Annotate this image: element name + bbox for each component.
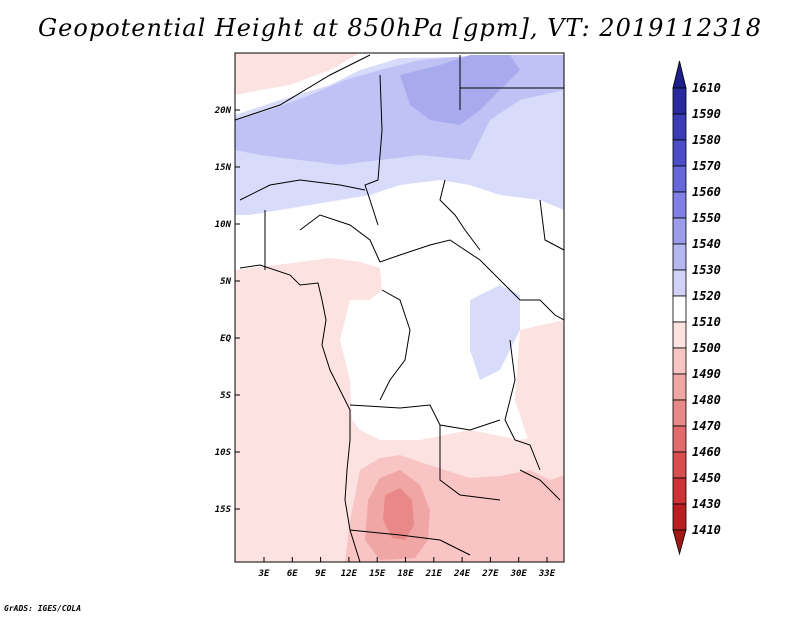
field-pink4-south — [383, 488, 414, 540]
border-east — [499, 279, 564, 321]
border-nigeria — [264, 210, 381, 270]
colorbar-label: 1520 — [692, 289, 721, 303]
colorbar-label: 1490 — [692, 367, 721, 381]
lon-label: 15E — [369, 569, 386, 579]
colorbar-label: 1560 — [692, 185, 721, 199]
chart-title: Geopotential Height at 850hPa [gpm], VT:… — [38, 14, 762, 42]
colorbar-label: 1430 — [692, 497, 721, 511]
colorbar-label: 1500 — [692, 341, 721, 355]
border-congo — [379, 289, 411, 401]
field-blue-central — [470, 285, 520, 380]
colorbar-band — [672, 191, 687, 219]
lon-label: 18E — [397, 569, 414, 579]
border-lakes — [504, 339, 541, 471]
colorbar-band — [672, 269, 687, 297]
lon-label: 33E — [538, 569, 556, 579]
colorbar-band — [672, 373, 687, 401]
colorbar-band — [672, 87, 687, 115]
colorbar-label: 1470 — [692, 419, 721, 433]
border-angola-zambia — [439, 425, 501, 501]
lon-label: 30E — [510, 569, 528, 579]
colorbar-band — [672, 347, 687, 375]
field-pink-east — [515, 320, 564, 445]
colorbar-band — [672, 113, 687, 141]
lat-label: 15S — [215, 505, 232, 515]
colorbar-label: 1510 — [692, 315, 721, 329]
colorbar-band — [672, 139, 687, 167]
map-frame — [234, 52, 565, 563]
lat-label: 5N — [220, 277, 231, 287]
colorbar-band — [672, 243, 687, 271]
colorbar-label: 1610 — [692, 81, 721, 95]
border-niger-chad — [364, 74, 383, 226]
colorbar-band — [672, 165, 687, 193]
longitude-axis: 3E 6E 9E 12E 15E 18E 21E 24E 27E 30E 33E — [258, 557, 556, 579]
coastline-west — [239, 264, 361, 562]
colorbar-bottom-tip — [672, 529, 687, 556]
height-field — [235, 53, 564, 562]
colorbar-label: 1460 — [692, 445, 721, 459]
colorbar-band — [672, 321, 687, 349]
lat-label: EQ — [220, 334, 231, 344]
border-chad-sudan — [439, 179, 481, 251]
lon-label: 9E — [315, 569, 326, 579]
colorbar-band — [672, 503, 687, 531]
colorbar-band — [672, 399, 687, 427]
lat-label: 20N — [214, 106, 232, 116]
border-sahel — [239, 179, 366, 201]
colorbar-band — [672, 477, 687, 505]
lon-label: 27E — [481, 569, 499, 579]
colorbar-band — [672, 217, 687, 245]
border-namibia — [349, 529, 471, 556]
lat-label: 5S — [220, 391, 231, 401]
border-car — [379, 239, 501, 281]
lat-label: 15N — [215, 163, 232, 173]
latitude-axis: 20N 15N 10N 5N EQ 5S 10S 15S — [214, 106, 240, 515]
border-algeria-libya — [235, 54, 371, 121]
lon-label: 12E — [341, 569, 358, 579]
colorbar-label: 1590 — [692, 107, 721, 121]
lon-label: 21E — [425, 569, 443, 579]
colorbar-label: 1480 — [692, 393, 721, 407]
field-pink-north — [235, 53, 360, 95]
colorbar-band — [672, 295, 687, 323]
colorbar-label: 1410 — [692, 523, 721, 537]
colorbar-label: 1450 — [692, 471, 721, 485]
borders — [235, 54, 564, 562]
lon-label: 3E — [258, 569, 270, 579]
colorbar-label: 1550 — [692, 211, 721, 225]
colorbar-top-tip — [672, 60, 687, 89]
colorbar-label: 1580 — [692, 133, 721, 147]
credit-label: GrADS: IGES/COLA — [4, 604, 82, 613]
colorbar-band — [672, 451, 687, 479]
lon-label: 6E — [287, 569, 298, 579]
border-mozambique — [519, 469, 561, 501]
colorbar-label: 1530 — [692, 263, 721, 277]
colorbar-band — [672, 425, 687, 453]
border-ethiopia — [539, 199, 564, 251]
colorbar-label: 1570 — [692, 159, 721, 173]
colorbar-label: 1540 — [692, 237, 721, 251]
border-drc-south — [349, 404, 501, 431]
lat-label: 10S — [215, 448, 232, 458]
lat-label: 10N — [215, 220, 232, 230]
lon-label: 24E — [453, 569, 471, 579]
colorbar: 1610 1590 1580 1570 1560 1550 1540 1530 1520 1510… — [672, 60, 721, 556]
